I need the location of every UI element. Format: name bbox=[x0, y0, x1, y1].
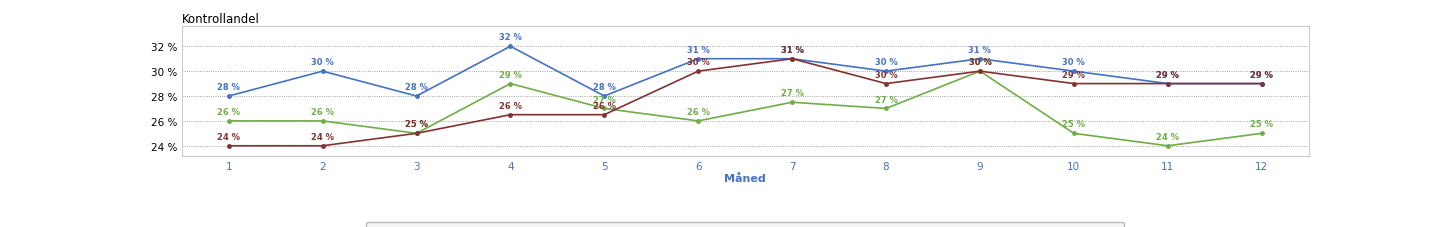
Text: 30 %: 30 % bbox=[875, 58, 897, 67]
Text: 29 %: 29 % bbox=[1156, 70, 1179, 79]
Text: 29 %: 29 % bbox=[1250, 70, 1274, 79]
Text: 31 %: 31 % bbox=[686, 46, 710, 55]
Text: 31 %: 31 % bbox=[781, 46, 804, 55]
Text: 29 %: 29 % bbox=[499, 70, 522, 79]
Text: 26 %: 26 % bbox=[499, 101, 522, 110]
Text: 27 %: 27 % bbox=[875, 95, 897, 104]
Text: 26 %: 26 % bbox=[686, 108, 710, 116]
Text: Kontrollandel: Kontrollandel bbox=[182, 13, 260, 26]
Text: 25 %: 25 % bbox=[406, 120, 427, 129]
Text: 25 %: 25 % bbox=[406, 120, 427, 129]
Text: 30 %: 30 % bbox=[875, 70, 897, 79]
Text: 24 %: 24 % bbox=[1156, 132, 1179, 141]
X-axis label: Måned: Måned bbox=[724, 174, 766, 184]
Text: 30 %: 30 % bbox=[311, 58, 334, 67]
Text: 25 %: 25 % bbox=[1063, 120, 1085, 129]
Legend: Helgelandssykehuset Mo i Rana (102141), Helgelandssykehuset Mosjøen (102143), He: Helgelandssykehuset Mo i Rana (102141), … bbox=[366, 222, 1124, 227]
Text: 32 %: 32 % bbox=[499, 33, 522, 42]
Text: 24 %: 24 % bbox=[217, 132, 240, 141]
Text: 28 %: 28 % bbox=[406, 83, 427, 92]
Text: 30 %: 30 % bbox=[968, 58, 992, 67]
Text: 27 %: 27 % bbox=[781, 89, 804, 98]
Text: 29 %: 29 % bbox=[1063, 70, 1085, 79]
Text: 24 %: 24 % bbox=[311, 132, 334, 141]
Text: 25 %: 25 % bbox=[1250, 120, 1274, 129]
Text: 31 %: 31 % bbox=[781, 46, 804, 55]
Text: 29 %: 29 % bbox=[1250, 70, 1274, 79]
Text: 30 %: 30 % bbox=[1063, 58, 1085, 67]
Text: 30 %: 30 % bbox=[968, 58, 992, 67]
Text: 31 %: 31 % bbox=[968, 46, 992, 55]
Text: 30 %: 30 % bbox=[686, 58, 710, 67]
Text: 29 %: 29 % bbox=[1156, 70, 1179, 79]
Text: 26 %: 26 % bbox=[311, 108, 334, 116]
Text: 26 %: 26 % bbox=[217, 108, 240, 116]
Text: 28 %: 28 % bbox=[217, 83, 240, 92]
Text: 26 %: 26 % bbox=[593, 101, 616, 110]
Text: 27 %: 27 % bbox=[593, 95, 615, 104]
Text: 28 %: 28 % bbox=[593, 83, 615, 92]
